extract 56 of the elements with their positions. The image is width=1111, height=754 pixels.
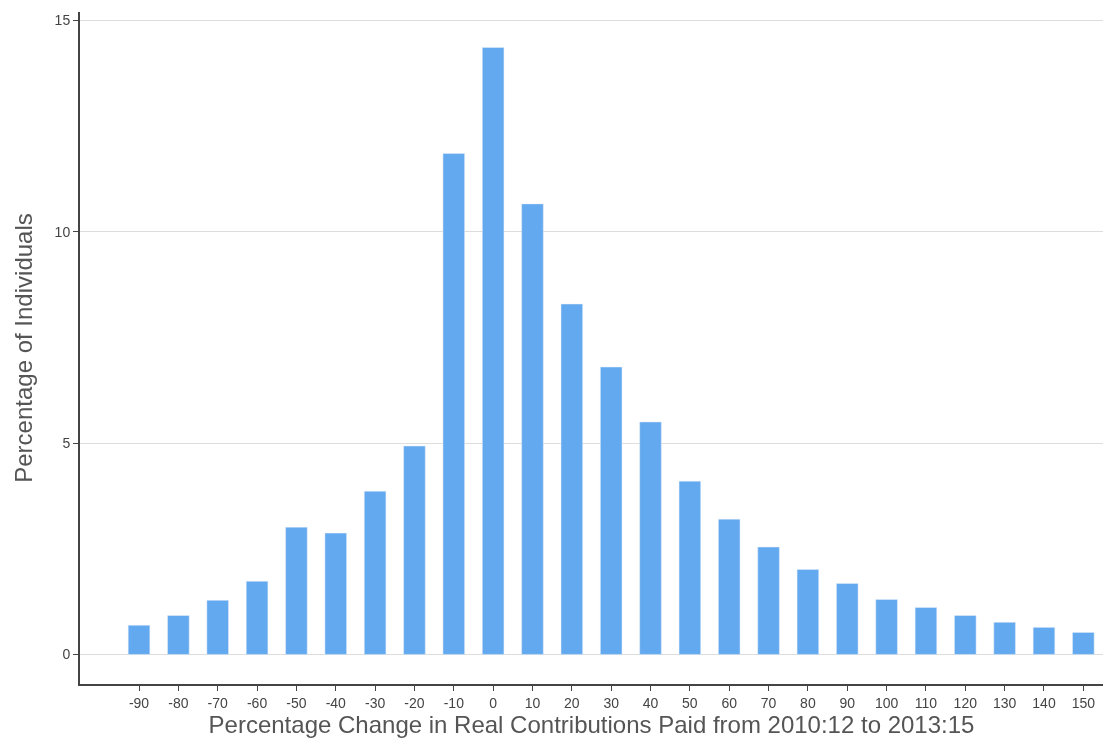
bar — [324, 532, 347, 655]
x-tick-label: 70 — [760, 694, 777, 711]
y-tick-label: 15 — [54, 12, 71, 29]
x-tick-label: 60 — [721, 694, 738, 711]
bar — [914, 607, 938, 655]
x-tick-label: 10 — [524, 694, 541, 711]
bar — [482, 47, 505, 655]
y-tick-label: 0 — [62, 646, 71, 663]
bar — [875, 599, 898, 655]
bar — [521, 203, 544, 655]
y-axis-title: Percentage of Individuals — [10, 213, 38, 483]
bar — [560, 303, 583, 655]
x-tick-label: -30 — [364, 694, 386, 711]
bar — [678, 480, 701, 655]
x-tick-label: 20 — [564, 694, 580, 711]
bar — [836, 583, 859, 655]
bar — [245, 581, 269, 655]
bar — [639, 421, 662, 655]
x-tick-label: 0 — [489, 694, 498, 711]
x-tick-label: 80 — [800, 694, 816, 711]
x-tick-label: -90 — [128, 694, 150, 711]
x-tick-label: 50 — [682, 694, 698, 711]
x-tick-label: -70 — [207, 694, 229, 711]
bar — [1032, 627, 1056, 655]
x-tick-label: 90 — [839, 694, 856, 711]
x-tick-label: -80 — [168, 694, 189, 711]
bar — [442, 153, 465, 655]
bar — [757, 546, 780, 655]
bar — [993, 622, 1016, 655]
x-tick-label: 100 — [874, 694, 899, 711]
x-tick-label: 30 — [603, 694, 620, 711]
x-tick-label: 110 — [914, 694, 938, 711]
bar — [127, 625, 151, 655]
x-tick-label: 140 — [1032, 694, 1056, 711]
bar — [206, 600, 229, 655]
bar — [718, 518, 741, 655]
x-tick-label: 120 — [953, 694, 978, 711]
bar — [1072, 632, 1095, 655]
bar — [954, 615, 977, 655]
bar — [796, 569, 819, 655]
x-tick-label: -50 — [286, 694, 307, 711]
y-tick-label: 10 — [54, 223, 71, 240]
bar — [167, 615, 190, 655]
x-tick-label: -60 — [246, 694, 268, 711]
x-tick-label: -20 — [404, 694, 425, 711]
bar — [285, 526, 308, 655]
x-tick-label: -40 — [325, 694, 347, 711]
y-tick-label: 5 — [62, 434, 71, 451]
x-tick-label: 150 — [1071, 694, 1096, 711]
bar — [600, 366, 623, 655]
bar — [364, 491, 387, 655]
x-tick-label: 40 — [642, 694, 659, 711]
x-tick-label: -10 — [443, 694, 465, 711]
x-axis-title: Percentage Change in Real Contributions Paid from 2010:12 to 2013:15 — [208, 710, 975, 738]
x-tick-label: 130 — [992, 694, 1017, 711]
bar — [403, 445, 426, 655]
